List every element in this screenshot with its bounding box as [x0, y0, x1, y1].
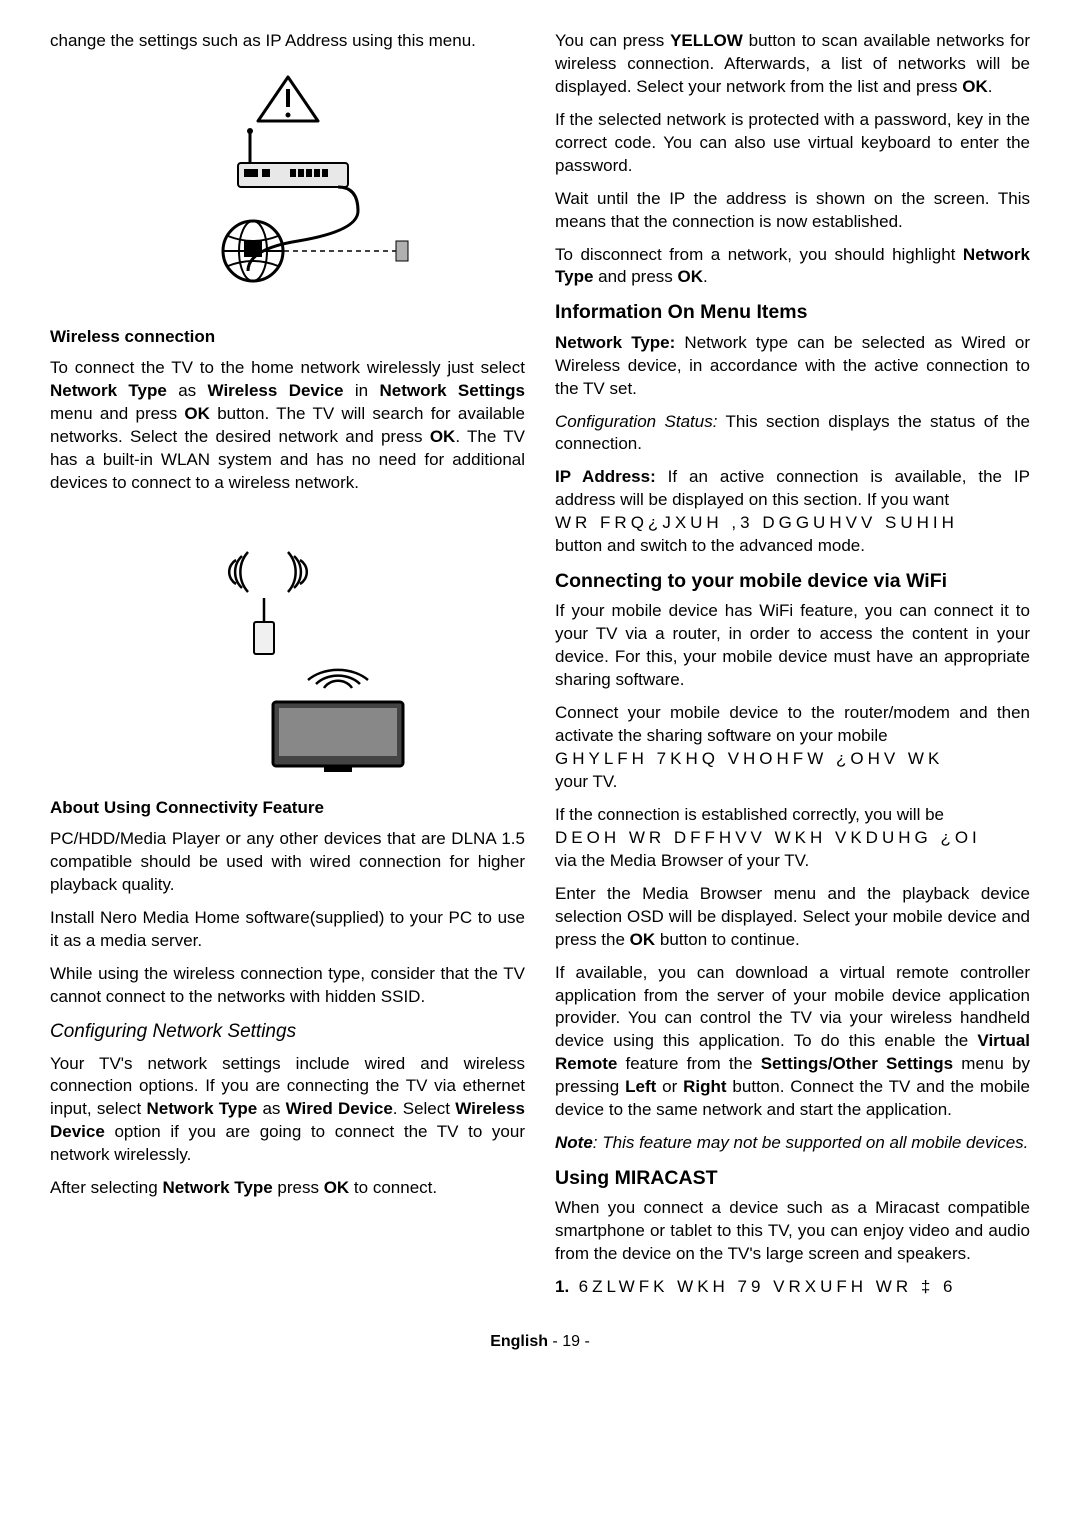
paragraph: To disconnect from a network, you should…	[555, 244, 1030, 290]
text-bold: Network Settings	[379, 381, 525, 400]
text: If the connection is established correct…	[555, 805, 944, 824]
text: button and switch to the advanced mode.	[555, 536, 865, 555]
text-bold: OK	[430, 427, 456, 446]
text: in	[344, 381, 380, 400]
text: your TV.	[555, 772, 617, 791]
footer-language: English	[490, 1333, 548, 1350]
note: Note: This feature may not be supported …	[555, 1132, 1030, 1155]
two-column-layout: change the settings such as IP Address u…	[50, 30, 1030, 1309]
text-bold: OK	[962, 77, 988, 96]
text: . Select	[393, 1099, 455, 1118]
paragraph: Enter the Media Browser menu and the pla…	[555, 883, 1030, 952]
text: .	[703, 267, 708, 286]
paragraph: IP Address: If an active connection is a…	[555, 466, 1030, 558]
text-bold: Wired Device	[286, 1099, 393, 1118]
garbled-text: GHYLFH 7KHQ VHOHFW ¿OHV WK	[555, 749, 943, 768]
paragraph: To connect the TV to the home network wi…	[50, 357, 525, 495]
garbled-text: 6ZLWFK WKH 79 VRXUFH WR ‡ 6	[579, 1277, 957, 1296]
list-item: 1. 6ZLWFK WKH 79 VRXUFH WR ‡ 6	[555, 1276, 1030, 1299]
paragraph: If the selected network is protected wit…	[555, 109, 1030, 178]
paragraph: When you connect a device such as a Mira…	[555, 1197, 1030, 1266]
garbled-text: DEOH WR DFFHVV WKH VKDUHG ¿OI	[555, 828, 981, 847]
paragraph: You can press YELLOW button to scan avai…	[555, 30, 1030, 99]
note-text: : This feature may not be supported on a…	[593, 1133, 1029, 1152]
text: option if you are going to connect the T…	[50, 1122, 525, 1164]
text: press	[273, 1178, 324, 1197]
text: as	[257, 1099, 285, 1118]
paragraph: Wait until the IP the address is shown o…	[555, 188, 1030, 234]
paragraph: Install Nero Media Home software(supplie…	[50, 907, 525, 953]
text-bold: Network Type	[146, 1099, 257, 1118]
right-column: You can press YELLOW button to scan avai…	[555, 30, 1030, 1309]
left-column: change the settings such as IP Address u…	[50, 30, 525, 1309]
heading-miracast: Using MIRACAST	[555, 1165, 1030, 1191]
paragraph: If available, you can download a virtual…	[555, 962, 1030, 1123]
list-number: 1.	[555, 1277, 569, 1296]
label-config-status: Configuration Status:	[555, 412, 717, 431]
text-bold: YELLOW	[670, 31, 743, 50]
label-network-type: Network Type:	[555, 333, 675, 352]
text: and press	[593, 267, 677, 286]
text: feature from the	[617, 1054, 760, 1073]
heading-configuring: Configuring Network Settings	[50, 1019, 525, 1045]
paragraph: PC/HDD/Media Player or any other devices…	[50, 828, 525, 897]
heading-connecting-mobile: Connecting to your mobile device via WiF…	[555, 568, 1030, 594]
paragraph: After selecting Network Type press OK to…	[50, 1177, 525, 1200]
garbled-text: WR FRQ¿JXUH ,3 DGGUHVV SUHIH	[555, 513, 958, 532]
paragraph: Connect your mobile device to the router…	[555, 702, 1030, 794]
label-ip-address: IP Address:	[555, 467, 656, 486]
text: .	[988, 77, 993, 96]
text-bold: Left	[625, 1077, 656, 1096]
footer-page-number: - 19 -	[548, 1333, 590, 1350]
paragraph: Your TV's network settings include wired…	[50, 1053, 525, 1168]
text-bold: Network Type	[162, 1178, 272, 1197]
text: You can press	[555, 31, 670, 50]
text-bold: OK	[184, 404, 210, 423]
text: to connect.	[349, 1178, 437, 1197]
text: or	[656, 1077, 683, 1096]
text: via the Media Browser of your TV.	[555, 851, 809, 870]
paragraph: change the settings such as IP Address u…	[50, 30, 525, 53]
paragraph: If the connection is established correct…	[555, 804, 1030, 873]
paragraph: Network Type: Network type can be select…	[555, 332, 1030, 401]
text: To connect the TV to the home network wi…	[50, 358, 525, 377]
text-bold: Right	[683, 1077, 726, 1096]
text-bold: OK	[630, 930, 656, 949]
page-footer: English - 19 -	[50, 1331, 1030, 1353]
heading-wireless-connection: Wireless connection	[50, 326, 525, 349]
text: If available, you can download a virtual…	[555, 963, 1030, 1051]
heading-information-menu: Information On Menu Items	[555, 299, 1030, 325]
heading-about-connectivity: About Using Connectivity Feature	[50, 797, 525, 820]
text: To disconnect from a network, you should…	[555, 245, 963, 264]
paragraph: While using the wireless connection type…	[50, 963, 525, 1009]
text-bold: OK	[678, 267, 704, 286]
text: Connect your mobile device to the router…	[555, 703, 1030, 745]
text-bold: Wireless Device	[208, 381, 344, 400]
text-bold: OK	[324, 1178, 350, 1197]
note-label: Note	[555, 1133, 593, 1152]
paragraph: Configuration Status: This section displ…	[555, 411, 1030, 457]
wireless-tv-diagram	[50, 512, 525, 779]
text: as	[167, 381, 208, 400]
text-bold: Network Type	[50, 381, 167, 400]
text: After selecting	[50, 1178, 162, 1197]
text-bold: Settings/Other Settings	[761, 1054, 953, 1073]
text: menu and press	[50, 404, 184, 423]
text: button to continue.	[655, 930, 800, 949]
router-diagram	[50, 71, 525, 308]
paragraph: If your mobile device has WiFi feature, …	[555, 600, 1030, 692]
